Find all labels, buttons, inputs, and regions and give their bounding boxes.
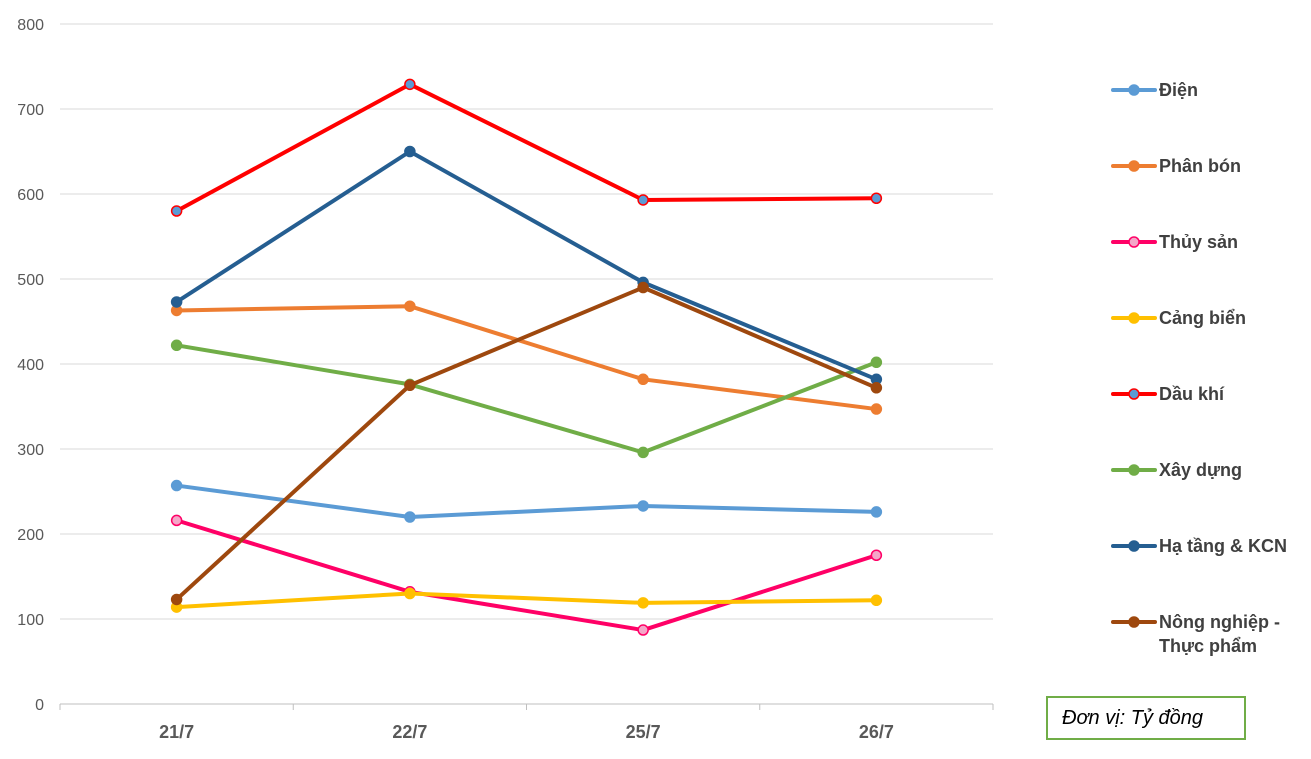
legend-label: Phân bón xyxy=(1159,156,1241,176)
legend-entry: Cảng biển xyxy=(1111,308,1246,328)
legend-swatch-marker xyxy=(1128,160,1140,172)
series-2 xyxy=(170,300,883,415)
data-point xyxy=(870,382,883,394)
legend-entry: Nông nghiệp - Thực phẩm xyxy=(1111,612,1280,656)
y-tick-label: 100 xyxy=(17,612,44,629)
data-point xyxy=(870,594,883,607)
data-point xyxy=(870,549,883,561)
series-line xyxy=(174,591,879,610)
x-tick-label: 22/7 xyxy=(392,722,427,742)
series-line xyxy=(174,285,879,602)
legend-label: Nông nghiệp - xyxy=(1159,612,1280,632)
legend-label: Hạ tầng & KCN xyxy=(1159,536,1287,556)
legend-swatch-marker xyxy=(1128,616,1140,628)
legend-entry: Thủy sản xyxy=(1111,232,1238,252)
x-tick-label: 25/7 xyxy=(626,722,661,742)
data-point xyxy=(637,281,649,294)
y-tick-label: 600 xyxy=(17,187,44,204)
series-line xyxy=(174,82,879,213)
data-point xyxy=(404,511,416,523)
legend-swatch-marker xyxy=(1128,388,1140,400)
data-point xyxy=(404,587,416,600)
series-line xyxy=(174,304,879,412)
legend-label: Cảng biển xyxy=(1159,308,1246,328)
series-3 xyxy=(170,514,883,636)
y-tick-label: 800 xyxy=(17,17,44,34)
data-point xyxy=(637,446,649,459)
data-point xyxy=(637,624,649,636)
series-line xyxy=(174,518,879,633)
legend-entry: Xây dựng xyxy=(1111,460,1242,480)
data-point xyxy=(637,373,649,386)
legend-entry: Dầu khí xyxy=(1111,384,1225,404)
data-point xyxy=(637,500,649,512)
series-8 xyxy=(170,281,883,606)
data-point xyxy=(170,205,183,217)
series-line xyxy=(174,343,879,455)
series-line xyxy=(174,149,879,382)
x-tick-label: 26/7 xyxy=(859,722,894,742)
legend-swatch-marker xyxy=(1128,540,1140,552)
legend-label: Thủy sản xyxy=(1159,232,1238,252)
data-point xyxy=(870,506,883,518)
legend-label: Xây dựng xyxy=(1159,460,1242,480)
unit-note: Đơn vị: Tỷ đồng xyxy=(1046,696,1246,740)
data-point xyxy=(404,145,416,158)
legend: Điện Phân bón Thủy sản Cảng biển Dầu khí Xây … xyxy=(1111,80,1287,656)
data-point xyxy=(404,379,416,391)
series-1 xyxy=(170,479,883,523)
legend-entry: Hạ tầng & KCN xyxy=(1111,536,1287,556)
y-tick-label: 300 xyxy=(17,442,44,459)
data-point xyxy=(404,300,416,312)
series-line xyxy=(174,483,879,519)
axes: 0 100 200 300 400 500 600 700 800 21/7 22/7 25/7 26/… xyxy=(17,17,994,742)
legend-swatch-marker xyxy=(1128,312,1140,324)
data-point xyxy=(170,479,183,492)
data-point xyxy=(404,78,416,91)
data-point xyxy=(170,296,183,308)
legend-swatch-marker xyxy=(1128,464,1140,476)
data-point xyxy=(870,403,883,415)
x-tick-label: 21/7 xyxy=(159,722,194,742)
legend-swatch-marker xyxy=(1128,236,1140,248)
series-5 xyxy=(170,78,883,217)
data-point xyxy=(637,194,649,206)
data-point xyxy=(870,356,883,369)
data-point xyxy=(870,192,883,204)
series-lines xyxy=(170,78,883,636)
gridlines xyxy=(60,23,993,620)
y-tick-label: 400 xyxy=(17,357,44,374)
data-point xyxy=(170,514,183,527)
data-point xyxy=(637,597,649,609)
legend-swatch-marker xyxy=(1128,84,1140,96)
legend-label: Thực phẩm xyxy=(1159,636,1257,656)
series-4 xyxy=(170,587,883,613)
legend-label: Điện xyxy=(1159,80,1198,100)
y-tick-label: 500 xyxy=(17,272,44,289)
legend-entry: Điện xyxy=(1111,80,1198,100)
legend-label: Dầu khí xyxy=(1159,384,1225,404)
data-point xyxy=(170,593,183,606)
series-7 xyxy=(170,145,883,386)
series-6 xyxy=(170,339,883,459)
data-point xyxy=(170,339,183,352)
legend-entry: Phân bón xyxy=(1111,156,1241,176)
y-tick-label: 700 xyxy=(17,102,44,119)
y-tick-label: 0 xyxy=(35,697,44,714)
y-tick-label: 200 xyxy=(17,527,44,544)
